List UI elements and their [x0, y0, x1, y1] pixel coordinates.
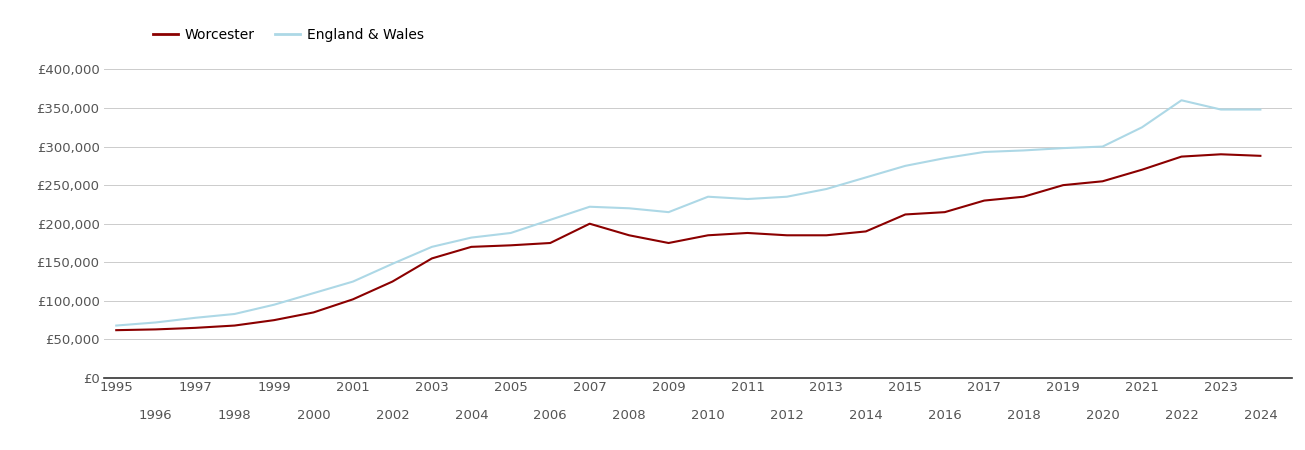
Text: 2002: 2002 — [376, 409, 410, 422]
Worcester — [543, 240, 559, 246]
England & Wales — [898, 163, 913, 169]
England & Wales — [424, 244, 440, 250]
England & Wales — [621, 206, 637, 211]
England & Wales — [543, 217, 559, 223]
Worcester — [937, 209, 953, 215]
Worcester — [385, 279, 401, 284]
Text: 2022: 2022 — [1164, 409, 1198, 422]
Worcester — [305, 310, 321, 315]
Worcester — [779, 233, 795, 238]
England & Wales — [188, 315, 204, 320]
Text: 1998: 1998 — [218, 409, 252, 422]
Worcester — [502, 243, 518, 248]
England & Wales — [1134, 125, 1150, 130]
Worcester — [1214, 152, 1229, 157]
Worcester — [898, 212, 913, 217]
Worcester — [582, 221, 598, 226]
England & Wales — [976, 149, 992, 155]
Worcester — [660, 240, 676, 246]
Text: 2016: 2016 — [928, 409, 962, 422]
Text: 2014: 2014 — [850, 409, 882, 422]
England & Wales — [779, 194, 795, 199]
England & Wales — [1214, 107, 1229, 112]
England & Wales — [266, 302, 282, 307]
Worcester — [1253, 153, 1268, 158]
Worcester — [1134, 167, 1150, 172]
Text: 2024: 2024 — [1244, 409, 1278, 422]
Worcester — [857, 229, 873, 234]
England & Wales — [108, 323, 124, 328]
Text: 2008: 2008 — [612, 409, 646, 422]
Legend: Worcester, England & Wales: Worcester, England & Wales — [147, 22, 429, 47]
Worcester — [188, 325, 204, 331]
England & Wales — [502, 230, 518, 236]
Text: 2012: 2012 — [770, 409, 804, 422]
Worcester — [740, 230, 756, 236]
Worcester — [108, 328, 124, 333]
England & Wales — [227, 311, 243, 317]
Line: England & Wales: England & Wales — [116, 100, 1261, 325]
Text: 2006: 2006 — [534, 409, 568, 422]
Text: 2000: 2000 — [296, 409, 330, 422]
England & Wales — [147, 320, 163, 325]
England & Wales — [818, 186, 834, 192]
Worcester — [621, 233, 637, 238]
Worcester — [1173, 154, 1189, 159]
Worcester — [1056, 182, 1071, 188]
Worcester — [345, 297, 360, 302]
Line: Worcester: Worcester — [116, 154, 1261, 330]
England & Wales — [857, 175, 873, 180]
Worcester — [701, 233, 716, 238]
Worcester — [1015, 194, 1031, 199]
Text: 2010: 2010 — [692, 409, 724, 422]
Text: 2018: 2018 — [1006, 409, 1040, 422]
Worcester — [266, 317, 282, 323]
England & Wales — [1015, 148, 1031, 153]
England & Wales — [1173, 98, 1189, 103]
Worcester — [227, 323, 243, 328]
England & Wales — [385, 261, 401, 266]
England & Wales — [937, 155, 953, 161]
Worcester — [424, 256, 440, 261]
Worcester — [463, 244, 479, 250]
England & Wales — [1095, 144, 1111, 149]
England & Wales — [740, 196, 756, 202]
England & Wales — [701, 194, 716, 199]
England & Wales — [305, 290, 321, 296]
England & Wales — [660, 209, 676, 215]
England & Wales — [582, 204, 598, 209]
Text: 2004: 2004 — [454, 409, 488, 422]
Worcester — [818, 233, 834, 238]
Text: 2020: 2020 — [1086, 409, 1120, 422]
Text: 1996: 1996 — [138, 409, 172, 422]
England & Wales — [1253, 107, 1268, 112]
Worcester — [976, 198, 992, 203]
Worcester — [147, 327, 163, 332]
England & Wales — [345, 279, 360, 284]
Worcester — [1095, 179, 1111, 184]
England & Wales — [1056, 145, 1071, 151]
England & Wales — [463, 235, 479, 240]
